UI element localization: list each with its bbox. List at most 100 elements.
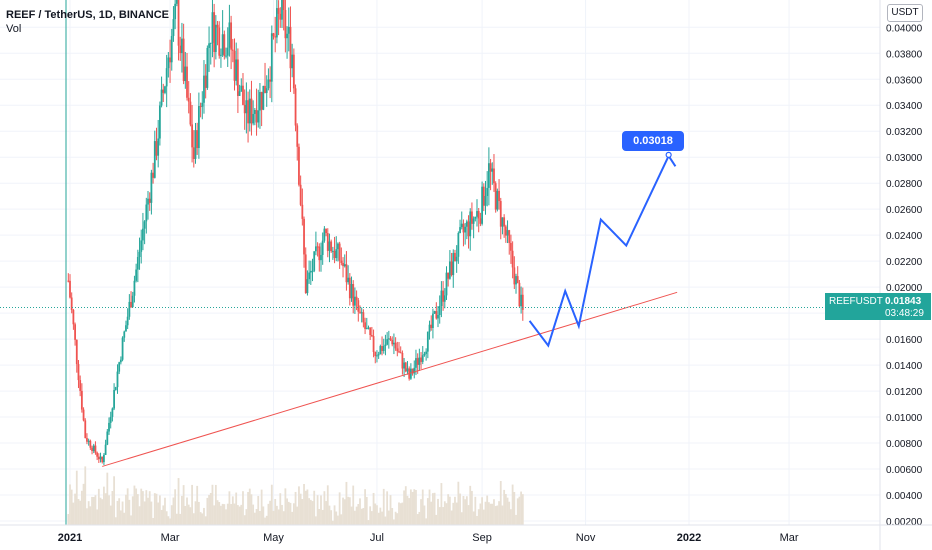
volume-bar	[433, 492, 436, 525]
volume-bar	[208, 494, 210, 525]
candle-body	[160, 89, 163, 106]
candle-body	[97, 456, 100, 460]
volume-bar	[396, 513, 399, 525]
candle-body	[264, 85, 266, 94]
candle-body	[333, 250, 336, 259]
candle-body	[255, 110, 258, 123]
volume-bar	[177, 478, 180, 525]
candle-body	[493, 168, 495, 184]
volume-bar	[337, 515, 339, 525]
volume-bar	[209, 492, 212, 525]
volume-bar	[399, 503, 402, 525]
volume-bar	[491, 503, 494, 525]
volume-bar	[423, 505, 426, 525]
volume-bar	[389, 495, 392, 525]
volume-bar	[477, 509, 480, 525]
volume-bar	[437, 498, 439, 525]
volume-bar	[342, 497, 344, 525]
volume-bar	[192, 513, 195, 525]
candle-body	[260, 92, 263, 110]
target-price-label: 0.03018	[622, 131, 684, 151]
candle-body	[348, 277, 351, 299]
volume-bar	[79, 500, 82, 525]
volume-bar	[96, 509, 99, 525]
candle-body	[476, 211, 478, 217]
candle-body	[482, 186, 485, 206]
volume-bar	[521, 494, 524, 525]
currency-button[interactable]: USDT	[887, 4, 923, 22]
candle-body	[433, 311, 436, 314]
volume-bar	[379, 507, 382, 525]
y-tick-label: 0.01200	[886, 387, 923, 398]
volume-bar	[260, 489, 263, 525]
candle-body	[510, 242, 512, 251]
candle-body	[442, 290, 444, 302]
candle-body	[106, 431, 109, 445]
volume-bar	[191, 484, 194, 525]
volume-bar	[182, 485, 185, 525]
candle-body	[140, 240, 143, 252]
volume-bar	[370, 511, 373, 525]
volume-bar	[74, 493, 76, 525]
volume-bar	[123, 512, 126, 525]
y-tick-label: 0.01000	[886, 413, 923, 424]
volume-bar	[459, 493, 461, 525]
volume-bar	[147, 497, 149, 525]
candle-body	[252, 113, 255, 124]
candle-body	[138, 251, 141, 257]
candle-body	[87, 440, 90, 442]
candle-body	[376, 355, 378, 357]
candle-body	[209, 42, 212, 44]
volume-bar	[175, 513, 178, 525]
volume-bar	[359, 498, 361, 525]
x-tick-label: 2021	[58, 532, 82, 544]
volume-bar	[233, 503, 236, 525]
candle-body	[459, 227, 461, 234]
volume-bar	[516, 498, 519, 525]
volume-bar	[343, 499, 346, 525]
volume-bar	[111, 491, 114, 525]
volume-bar	[121, 501, 124, 525]
candle-body	[274, 36, 277, 38]
candle-body	[409, 368, 412, 379]
candle-body	[489, 163, 492, 172]
candle-body	[308, 272, 311, 280]
candle-body	[320, 254, 322, 261]
candle-body	[214, 24, 217, 53]
volume-bar	[323, 491, 326, 525]
candle-body	[233, 50, 236, 81]
volume-bar	[187, 504, 190, 525]
candle-body	[259, 92, 261, 111]
volume-bar	[99, 497, 102, 525]
candle-body	[471, 211, 473, 224]
candle-body	[352, 284, 355, 306]
volume-bar	[109, 505, 112, 525]
candle-body	[365, 328, 368, 330]
candle-body	[494, 183, 497, 210]
candle-body	[265, 88, 268, 94]
volume-bar	[365, 496, 368, 525]
candle-body	[381, 346, 383, 352]
volume-bar	[228, 491, 231, 525]
candle-body	[130, 301, 132, 308]
candle-body	[481, 186, 484, 224]
candle-body	[223, 34, 226, 56]
candle-body	[469, 211, 472, 237]
candle-body	[133, 280, 136, 296]
volume-bar	[281, 504, 283, 525]
volume-label: Vol	[6, 23, 22, 35]
volume-bar	[70, 489, 73, 525]
x-tick-label: Nov	[576, 532, 596, 544]
volume-bar	[153, 493, 156, 525]
candle-body	[123, 331, 126, 338]
volume-bar	[504, 494, 507, 525]
volume-bar	[360, 508, 363, 525]
volume-bar	[152, 517, 154, 525]
volume-bar	[94, 495, 97, 525]
volume-bar	[272, 510, 275, 525]
volume-bar	[104, 493, 107, 525]
volume-bar	[181, 495, 183, 525]
y-tick-label: 0.00800	[886, 439, 923, 450]
volume-bar	[354, 510, 356, 525]
